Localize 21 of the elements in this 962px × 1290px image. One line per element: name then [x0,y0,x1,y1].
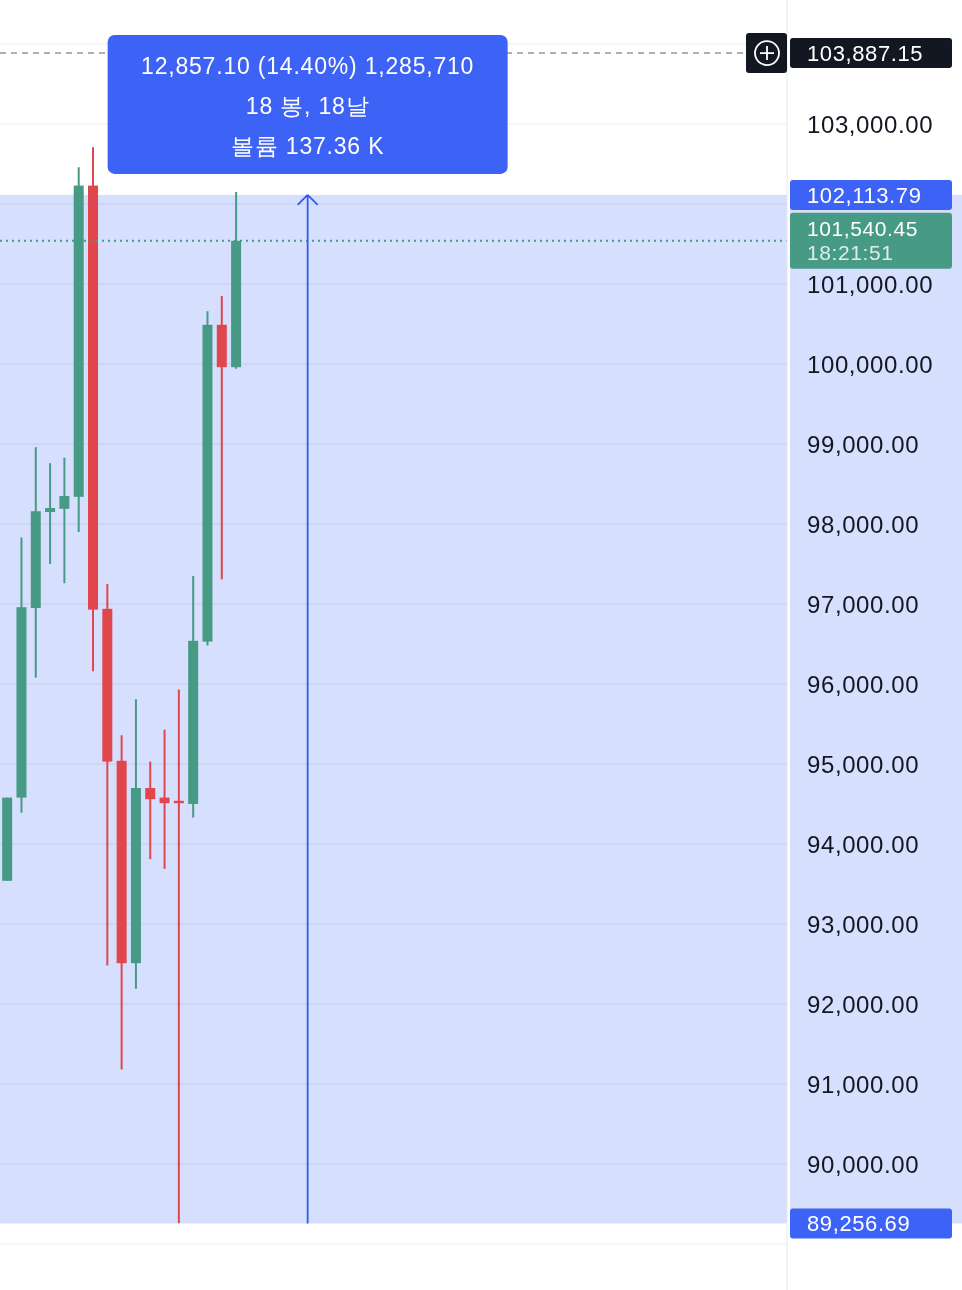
annotation: 89,256.69 [790,1208,952,1239]
y-tick-label: 94,000.00 [807,830,920,858]
band-label: 12,857.10 (14.40%) 1,285,710 18 봉, 18날 볼륨 137.36 K [107,34,508,174]
y-tick-label: 93,000.00 [807,910,920,938]
band-label: 12,857.10 (14.40%) 1,285,710 18 봉, 18날 볼륨 137.36 K [141,52,475,159]
y-tick-label: 101,000.00 [807,270,934,298]
y-tick-label: 97,000.00 [807,590,920,618]
ref-line-label: 101,540.45 18:21:51 [790,212,952,269]
y-tick-label: 90,000.00 [807,1150,920,1178]
annotation: 102,113.79 [790,179,952,210]
y-tick-label: 96,000.00 [807,670,920,698]
ref-line-label: 101,540.45 18:21:51 [807,217,919,265]
y-tick-label: 100,000.00 [807,350,934,378]
y-tick-label: 91,000.00 [807,1070,920,1098]
ref-line-label: 103,887.15 [807,40,924,66]
y-tick-label: 99,000.00 [807,430,920,458]
ref-line-label: 103,887.15 [790,38,952,69]
y-tick-label: 98,000.00 [807,510,920,538]
y-tick-label: 92,000.00 [807,990,920,1018]
y-tick-label: 103,000.00 [807,110,934,138]
y-tick-label: 95,000.00 [807,750,920,778]
